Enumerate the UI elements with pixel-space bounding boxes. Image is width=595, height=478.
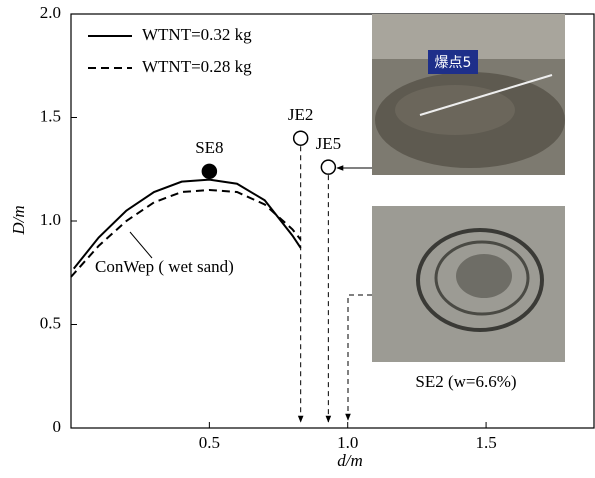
point: [202, 164, 216, 178]
photo-caption: SE2 (w=6.6%): [415, 372, 516, 391]
y-tick-label: 0: [53, 417, 62, 436]
x-axis-label: d/m: [337, 451, 363, 470]
x-tick-label: 0.5: [199, 433, 220, 452]
point-label: JE5: [316, 134, 342, 153]
point-label: SE8: [195, 138, 223, 157]
legend-label: WTNT=0.28 kg: [142, 57, 252, 76]
curve-label: ConWep ( wet sand): [95, 257, 234, 276]
point: [321, 160, 335, 174]
chart: 爆点5 SE2 (w=6.6%) D/m d/m ConWep ( wet sa…: [0, 0, 595, 473]
photo-sign: 爆点5: [435, 55, 472, 71]
photo-pointer: [348, 295, 372, 420]
y-tick-label: 1.0: [40, 210, 61, 229]
x-tick-label: 1.0: [337, 433, 358, 452]
photo-crater: [372, 206, 565, 362]
series-line: [74, 180, 301, 269]
y-tick-label: 0.5: [40, 313, 61, 332]
y-tick-label: 1.5: [40, 106, 61, 125]
photo-blast-point: 爆点5: [372, 14, 565, 175]
y-axis-label: D/m: [9, 205, 28, 235]
leader-line: [130, 232, 152, 258]
x-tick-label: 1.5: [475, 433, 496, 452]
point: [294, 131, 308, 145]
legend-label: WTNT=0.32 kg: [142, 25, 252, 44]
point-label: JE2: [288, 105, 314, 124]
y-tick-label: 2.0: [40, 3, 61, 22]
